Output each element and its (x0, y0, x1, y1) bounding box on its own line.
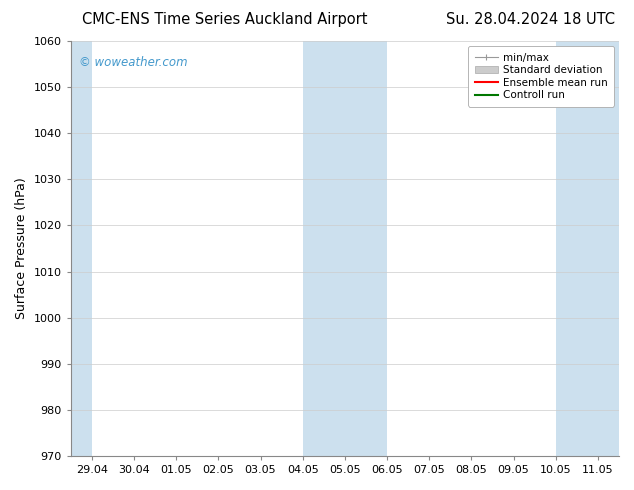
Bar (71, 41, 92, 456)
Y-axis label: Surface Pressure (hPa): Surface Pressure (hPa) (15, 178, 28, 319)
Legend: min/max, Standard deviation, Ensemble mean run, Controll run: min/max, Standard deviation, Ensemble me… (469, 46, 614, 106)
Bar (556, 41, 634, 456)
Text: CMC-ENS Time Series Auckland Airport: CMC-ENS Time Series Auckland Airport (82, 12, 368, 27)
Text: Su. 28.04.2024 18 UTC: Su. 28.04.2024 18 UTC (446, 12, 615, 27)
Bar (302, 41, 387, 456)
Text: © woweather.com: © woweather.com (79, 55, 188, 69)
